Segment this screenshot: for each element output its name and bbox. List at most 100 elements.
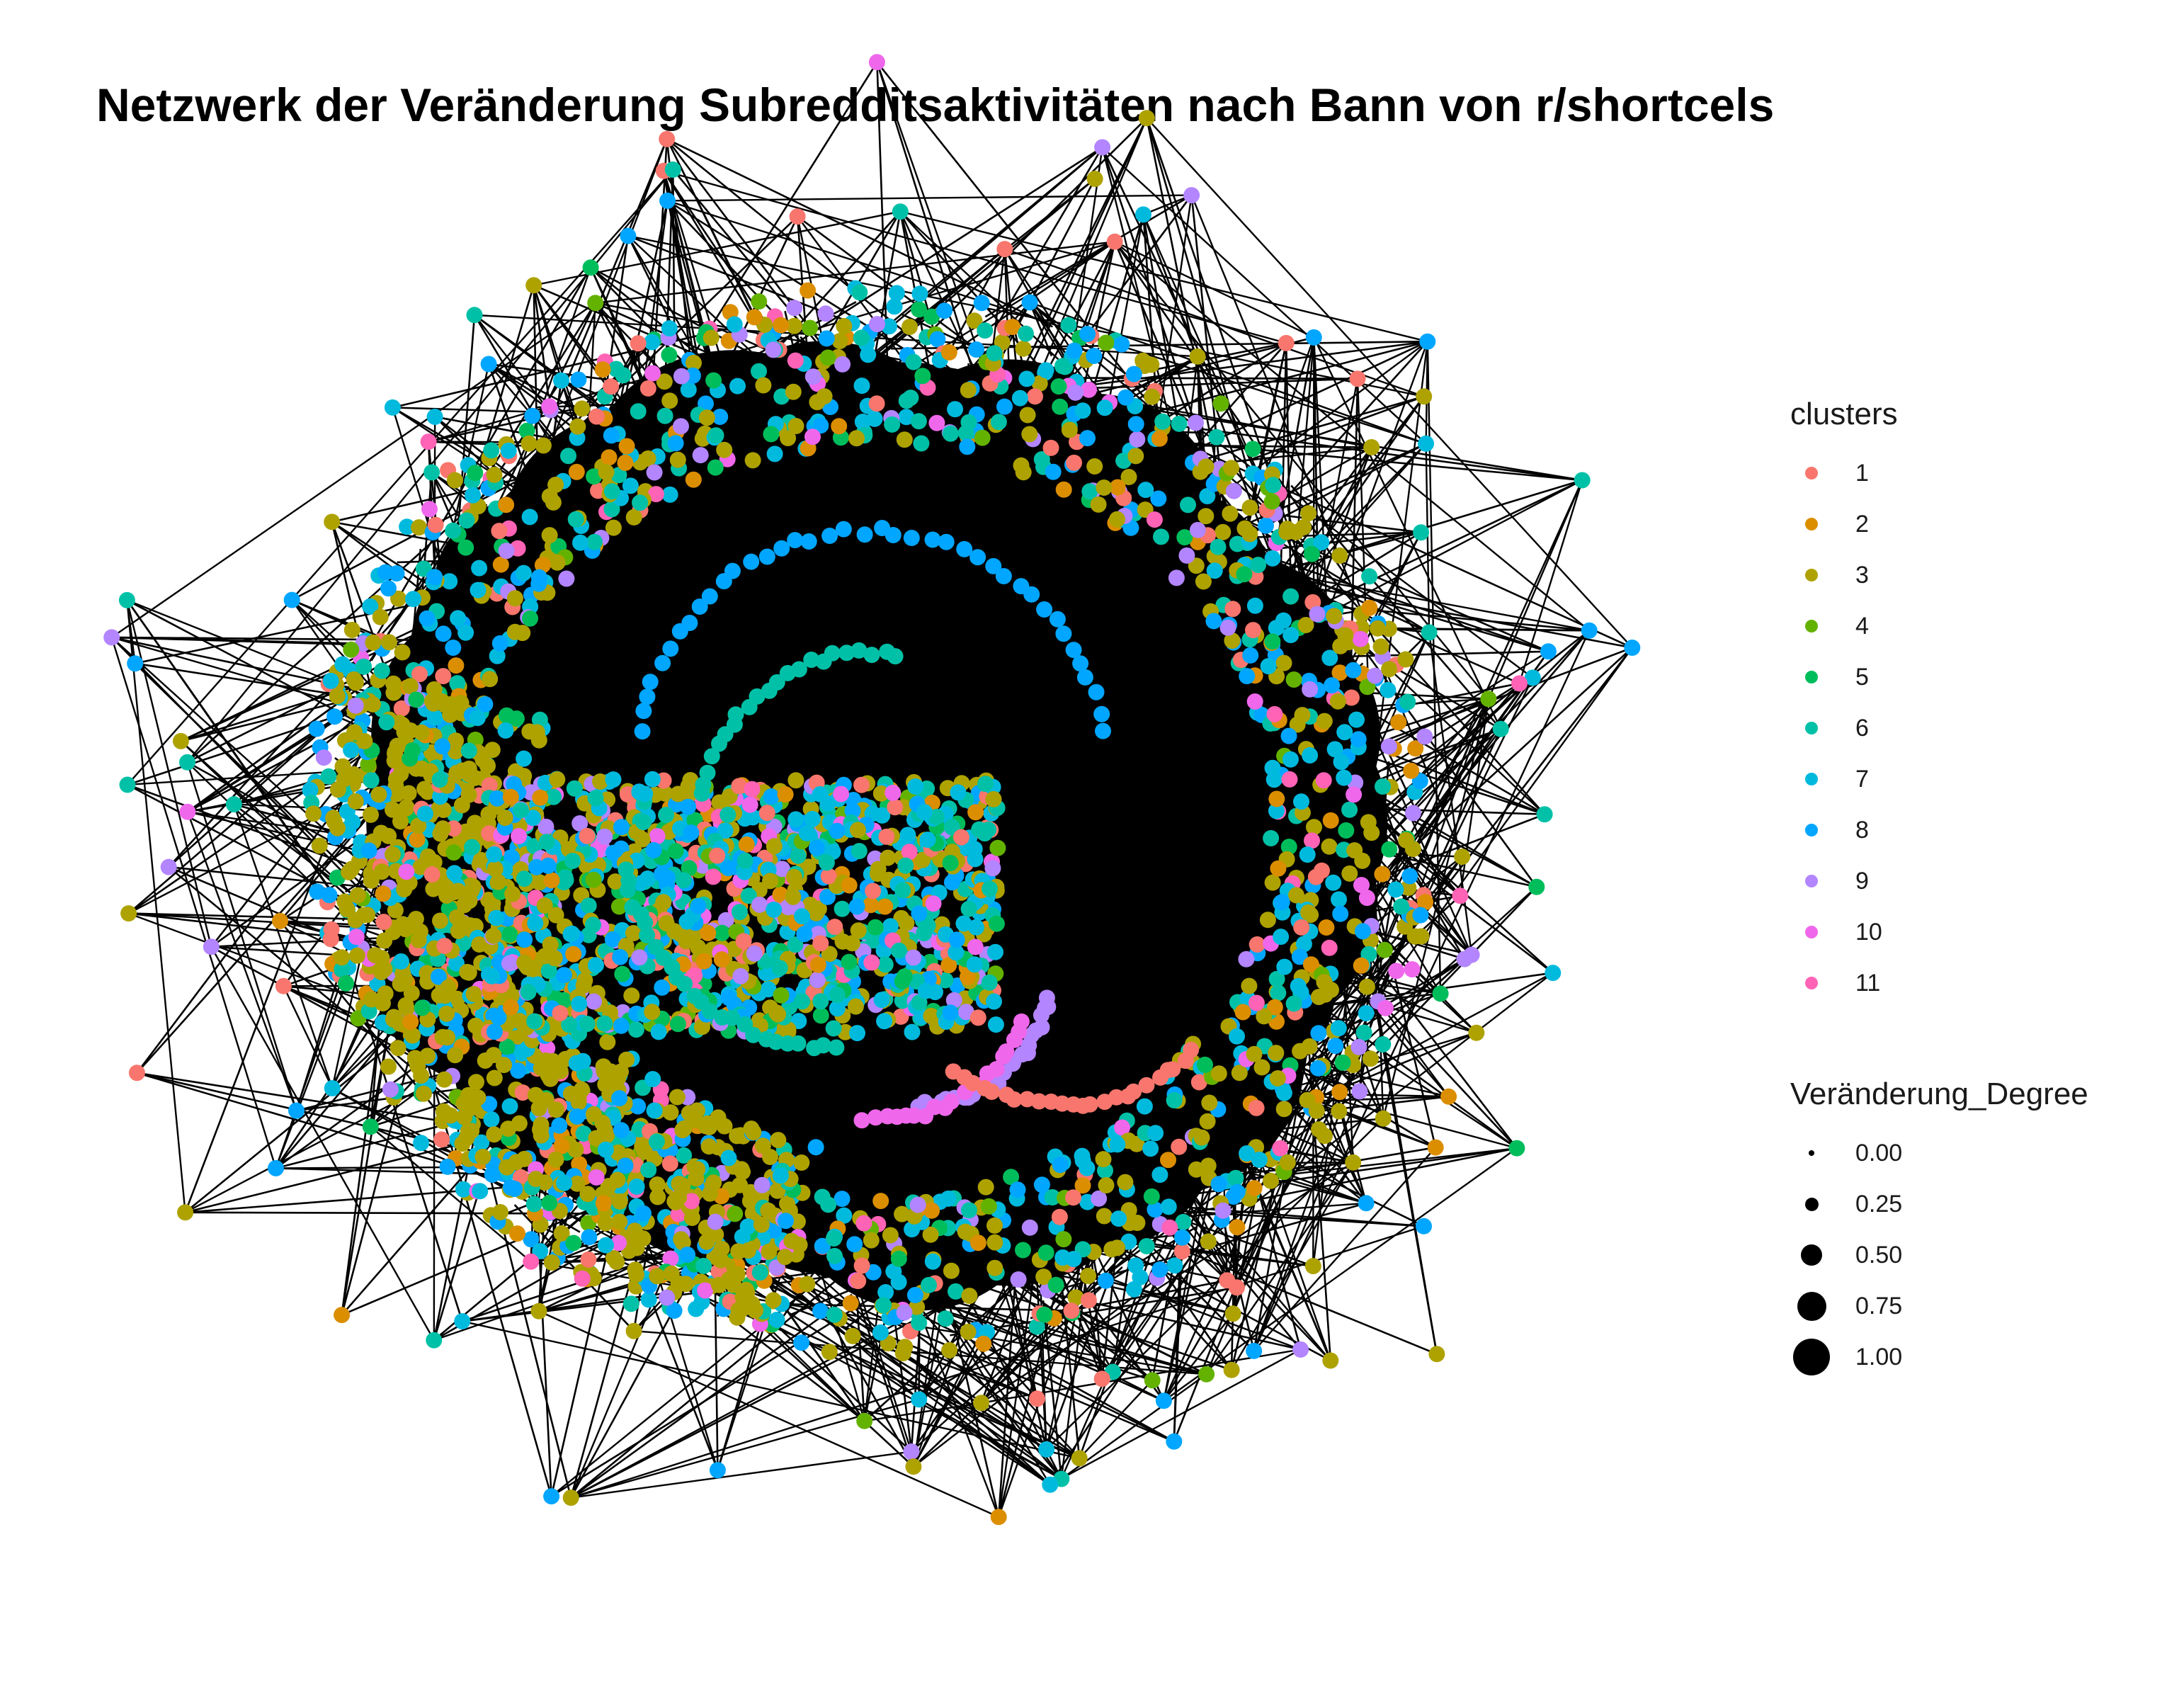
network-node bbox=[438, 887, 455, 904]
network-edge bbox=[538, 1310, 999, 1518]
network-node bbox=[1246, 1180, 1263, 1197]
network-node bbox=[763, 788, 780, 805]
network-edge bbox=[1250, 395, 1425, 461]
cluster-legend-item: 4 bbox=[1790, 601, 1898, 652]
network-node bbox=[635, 1230, 652, 1247]
network-node bbox=[904, 1023, 921, 1040]
network-node bbox=[762, 873, 778, 890]
network-node bbox=[1349, 370, 1366, 387]
network-node bbox=[588, 1169, 605, 1186]
network-node bbox=[1452, 887, 1469, 904]
network-node bbox=[403, 984, 420, 1001]
cluster-legend-key bbox=[1790, 452, 1833, 494]
network-edge bbox=[980, 1162, 1354, 1404]
network-node bbox=[618, 438, 635, 455]
network-node bbox=[334, 949, 351, 966]
network-node bbox=[490, 873, 506, 890]
network-node bbox=[449, 675, 466, 692]
network-node bbox=[465, 487, 482, 504]
network-node bbox=[623, 987, 640, 1004]
network-node bbox=[603, 427, 620, 444]
network-node bbox=[763, 426, 780, 443]
network-node bbox=[683, 824, 700, 841]
size-legend-item: 0.50 bbox=[1790, 1230, 2088, 1281]
network-node bbox=[744, 1295, 761, 1312]
network-node bbox=[385, 801, 401, 818]
network-node bbox=[542, 1070, 559, 1087]
network-node bbox=[399, 518, 416, 535]
cluster-legend-item: 9 bbox=[1790, 856, 1898, 907]
network-node bbox=[1362, 1050, 1379, 1067]
network-node bbox=[516, 750, 533, 767]
network-node bbox=[890, 942, 907, 959]
network-node bbox=[770, 1132, 787, 1149]
network-node bbox=[1081, 483, 1098, 500]
network-node bbox=[843, 935, 860, 952]
network-node bbox=[662, 640, 679, 657]
network-node bbox=[1280, 727, 1297, 744]
network-node bbox=[705, 372, 722, 389]
network-node bbox=[906, 1287, 923, 1303]
network-node bbox=[831, 418, 848, 435]
network-edge bbox=[433, 1190, 480, 1341]
network-node bbox=[649, 1268, 666, 1285]
network-node bbox=[916, 804, 933, 821]
network-node bbox=[880, 849, 897, 866]
network-node bbox=[547, 907, 564, 924]
network-node bbox=[1208, 428, 1225, 445]
network-node bbox=[586, 468, 603, 485]
network-node bbox=[460, 1086, 477, 1103]
network-node bbox=[659, 1289, 676, 1306]
network-node bbox=[661, 320, 678, 337]
network-node bbox=[1147, 1201, 1164, 1218]
network-node bbox=[552, 1005, 569, 1021]
network-node bbox=[812, 993, 829, 1010]
cluster-legend-key bbox=[1790, 911, 1833, 953]
network-node bbox=[460, 786, 477, 803]
network-node bbox=[1353, 957, 1370, 974]
network-node bbox=[468, 1074, 484, 1091]
network-node bbox=[985, 790, 1002, 807]
network-node bbox=[458, 512, 475, 529]
network-node bbox=[338, 975, 355, 992]
network-node bbox=[436, 938, 453, 954]
network-node bbox=[441, 573, 458, 590]
network-node bbox=[808, 839, 825, 856]
network-node bbox=[1246, 1045, 1263, 1062]
network-node bbox=[1329, 693, 1346, 710]
network-node bbox=[497, 722, 514, 739]
network-node bbox=[717, 912, 734, 929]
network-node bbox=[390, 590, 406, 607]
network-node bbox=[639, 380, 656, 397]
network-node bbox=[1376, 941, 1393, 958]
network-node bbox=[398, 863, 415, 880]
network-node bbox=[984, 860, 1001, 877]
cluster-color-dot bbox=[1805, 926, 1818, 938]
network-node bbox=[472, 851, 489, 868]
network-node bbox=[360, 842, 377, 859]
network-node bbox=[1275, 654, 1292, 671]
network-node bbox=[448, 732, 465, 749]
network-node bbox=[487, 861, 504, 878]
network-node bbox=[1248, 1099, 1265, 1116]
network-node bbox=[382, 1081, 399, 1098]
network-node bbox=[311, 837, 328, 854]
network-node bbox=[598, 464, 615, 481]
network-node bbox=[599, 1033, 616, 1050]
network-node bbox=[363, 806, 379, 823]
network-node bbox=[866, 410, 883, 427]
network-node bbox=[986, 1234, 1003, 1251]
network-node bbox=[1334, 1054, 1351, 1071]
network-node bbox=[1138, 1077, 1155, 1094]
network-node bbox=[1416, 728, 1433, 745]
network-node bbox=[753, 1216, 770, 1233]
network-node bbox=[751, 293, 768, 310]
network-node bbox=[650, 1023, 667, 1040]
network-node bbox=[348, 947, 365, 964]
network-node bbox=[834, 900, 851, 917]
network-node bbox=[1117, 1174, 1134, 1191]
network-edge bbox=[283, 985, 334, 1089]
network-node bbox=[473, 1134, 490, 1151]
network-node bbox=[1018, 370, 1035, 387]
network-node bbox=[898, 409, 915, 426]
